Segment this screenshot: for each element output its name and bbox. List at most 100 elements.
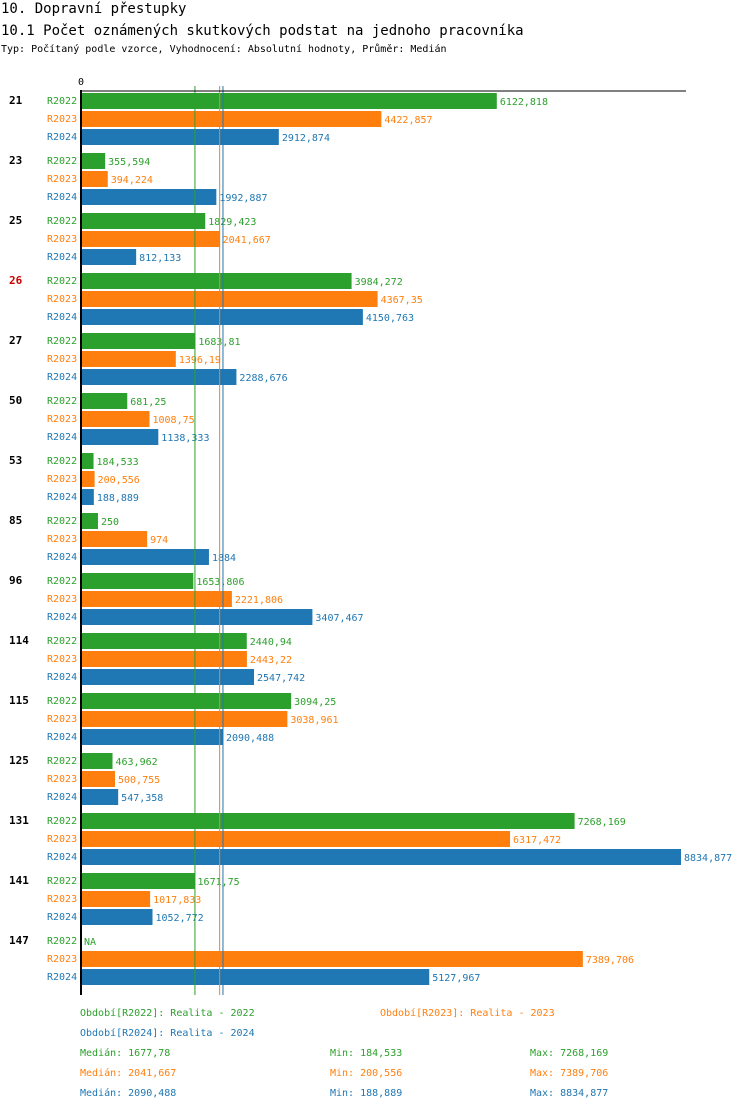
- bar: [81, 393, 128, 409]
- category-label: 26: [9, 274, 23, 287]
- data-label: 4422,857: [384, 115, 432, 126]
- bar: [81, 171, 108, 187]
- bar: [81, 153, 106, 169]
- data-label: 200,556: [98, 475, 140, 486]
- category-label: 21: [9, 94, 23, 107]
- series-label: R2023: [47, 414, 77, 425]
- series-label: R2024: [47, 552, 77, 563]
- series-label: R2023: [47, 234, 77, 245]
- series-label: R2022: [47, 96, 77, 107]
- bar: [81, 813, 575, 829]
- data-label: 355,594: [108, 157, 150, 168]
- series-label: R2023: [47, 474, 77, 485]
- data-label: 463,962: [116, 757, 158, 768]
- bar: [81, 309, 363, 325]
- bar: [81, 351, 176, 367]
- bar: [81, 513, 98, 529]
- data-label: 3407,467: [315, 613, 363, 624]
- bar: [81, 531, 148, 547]
- data-label: 1008,75: [153, 415, 195, 426]
- data-label: 2221,806: [235, 595, 283, 606]
- series-label: R2024: [47, 972, 77, 983]
- bar-chart: 21 R2022 6122,818 R2023 4422,857 R2024 2912,87…: [9, 77, 732, 995]
- category-label: 27: [9, 334, 22, 347]
- category-label: 23: [9, 154, 22, 167]
- series-label: R2022: [47, 516, 77, 527]
- series-label: R2024: [47, 372, 77, 383]
- category-label: 50: [9, 394, 22, 407]
- bar: [81, 591, 232, 607]
- series-label: R2024: [47, 612, 77, 623]
- series-label: R2024: [47, 252, 77, 263]
- data-label: 3038,961: [290, 715, 338, 726]
- stat-min-r2024: Min: 188,889: [330, 1088, 403, 1099]
- data-label: 2547,742: [257, 673, 305, 684]
- data-label: 1396,19: [179, 355, 221, 366]
- category-label: 125: [9, 754, 29, 767]
- bar: [81, 429, 159, 445]
- bar: [81, 273, 352, 289]
- category-label: 114: [9, 634, 29, 647]
- data-label: 2090,488: [226, 733, 274, 744]
- series-label: R2022: [47, 396, 77, 407]
- data-label: 2041,667: [223, 235, 271, 246]
- stat-min-r2023: Min: 200,556: [330, 1068, 403, 1079]
- data-label: 2440,94: [250, 637, 292, 648]
- bar: [81, 213, 206, 229]
- data-label: 812,133: [139, 253, 181, 264]
- data-label: 250: [101, 517, 119, 528]
- series-label: R2024: [47, 432, 77, 443]
- data-label: 974: [150, 535, 168, 546]
- bar: [81, 111, 382, 127]
- data-label: 1884: [212, 553, 236, 564]
- data-label: 681,25: [130, 397, 166, 408]
- bar: [81, 729, 223, 745]
- data-label: 3094,25: [294, 697, 336, 708]
- category-label: 96: [9, 574, 23, 587]
- data-label: 7268,169: [578, 817, 626, 828]
- bar: [81, 789, 119, 805]
- data-label: 3984,272: [355, 277, 403, 288]
- data-label: 547,358: [121, 793, 163, 804]
- bar: [81, 249, 137, 265]
- bar: [81, 633, 247, 649]
- bar: [81, 753, 113, 769]
- data-label: 2912,874: [282, 133, 330, 144]
- stat-median-r2022: Medián: 1677,78: [80, 1048, 171, 1059]
- data-label: 8834,877: [684, 853, 732, 864]
- bar: [81, 231, 220, 247]
- category-label: 141: [9, 874, 29, 887]
- legend-item-r2022: Období[R2022]: Realita - 2022: [80, 1008, 255, 1019]
- series-label: R2022: [47, 756, 77, 767]
- category-label: 85: [9, 514, 22, 527]
- data-label: NA: [84, 937, 96, 948]
- bar: [81, 573, 194, 589]
- section-title: 10. Dopravní přestupky: [1, 1, 187, 17]
- stat-max-r2023: Max: 7389,706: [530, 1068, 609, 1079]
- bar: [81, 93, 497, 109]
- bar: [81, 771, 116, 787]
- bar: [81, 831, 511, 847]
- series-label: R2022: [47, 876, 77, 887]
- bar: [81, 651, 247, 667]
- data-label: 6122,818: [500, 97, 548, 108]
- series-label: R2022: [47, 576, 77, 587]
- data-label: 188,889: [97, 493, 139, 504]
- stat-median-r2023: Medián: 2041,667: [80, 1068, 177, 1079]
- bar: [81, 489, 94, 505]
- data-label: 5127,967: [432, 973, 480, 984]
- series-label: R2022: [47, 816, 77, 827]
- series-label: R2022: [47, 336, 77, 347]
- data-label: 1992,887: [219, 193, 267, 204]
- series-label: R2022: [47, 216, 77, 227]
- series-label: R2022: [47, 696, 77, 707]
- bar: [81, 453, 94, 469]
- bar: [81, 849, 681, 865]
- series-label: R2023: [47, 114, 77, 125]
- data-label: 4367,35: [381, 295, 423, 306]
- bar: [81, 609, 313, 625]
- category-label: 25: [9, 214, 22, 227]
- series-label: R2022: [47, 456, 77, 467]
- data-label: 184,533: [97, 457, 139, 468]
- stat-median-r2024: Medián: 2090,488: [80, 1088, 177, 1099]
